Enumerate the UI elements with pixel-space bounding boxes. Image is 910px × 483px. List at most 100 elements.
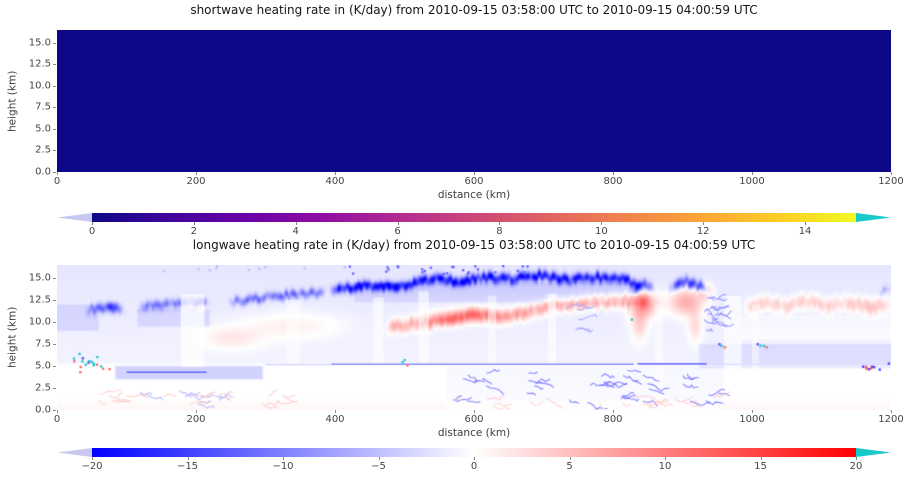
colorbar-tick-mark: [283, 457, 284, 460]
y-tick-label: 10.0: [28, 316, 51, 328]
x-tick-mark: [474, 410, 475, 413]
colorbar-tick-label: 0: [470, 461, 478, 472]
lw-x-axis-label: distance (km): [437, 427, 511, 439]
colorbar-tick-label: 10: [594, 226, 608, 237]
colorbar-tick-label: −10: [272, 461, 294, 472]
colorbar-tick-mark: [805, 222, 807, 225]
x-tick-label: 1200: [878, 414, 904, 425]
sw-colorbar-gradient: [92, 213, 856, 222]
y-tick-mark: [53, 150, 56, 152]
x-tick-label: 0: [53, 414, 61, 425]
y-tick-mark: [53, 278, 56, 280]
x-tick-label: 1200: [878, 176, 904, 187]
sw-x-axis-label: distance (km): [437, 189, 511, 201]
colorbar-tick-label: 20: [849, 461, 863, 472]
y-tick-mark: [53, 410, 56, 411]
x-tick-label: 1000: [739, 176, 765, 187]
colorbar-tick-mark: [760, 457, 762, 460]
lw-colorbar-over-arrow-icon: [856, 448, 891, 457]
colorbar-tick-label: 4: [292, 226, 299, 237]
colorbar-tick-label: 6: [394, 226, 401, 237]
x-tick-mark: [752, 410, 753, 413]
y-tick-mark: [53, 128, 56, 130]
y-tick-mark: [53, 322, 56, 324]
x-tick-label: 200: [186, 176, 206, 187]
colorbar-tick-label: 8: [496, 226, 503, 237]
lw-colorbar: [57, 448, 891, 457]
y-tick-label: 5.0: [35, 360, 51, 372]
colorbar-tick-mark: [187, 457, 189, 460]
x-tick-mark: [891, 172, 892, 175]
colorbar-tick-label: 12: [696, 226, 710, 237]
x-tick-mark: [752, 172, 753, 175]
colorbar-tick-mark: [703, 222, 705, 225]
colorbar-tick-mark: [295, 222, 297, 225]
y-tick-label: 15.0: [28, 37, 51, 49]
y-tick-label: 0.0: [35, 404, 51, 416]
y-tick-mark: [53, 107, 56, 109]
x-tick-mark: [196, 410, 197, 413]
y-tick-mark: [53, 300, 56, 302]
y-tick-label: 15.0: [28, 272, 51, 284]
lw-panel-title: longwave heating rate in (K/day) from 20…: [192, 238, 756, 252]
x-tick-label: 600: [464, 414, 484, 425]
colorbar-tick-mark: [856, 457, 857, 460]
y-tick-mark: [53, 388, 56, 390]
colorbar-tick-mark: [92, 457, 93, 460]
lw-heatmap-canvas: [57, 265, 891, 410]
x-tick-mark: [613, 172, 614, 175]
sw-colorbar: [57, 213, 891, 222]
x-tick-mark: [891, 410, 892, 413]
sw-colorbar-under-arrow-icon: [57, 213, 92, 222]
colorbar-tick-label: 15: [754, 461, 767, 472]
x-tick-label: 600: [464, 176, 484, 187]
x-tick-label: 0: [53, 176, 61, 187]
sw-heatmap-canvas: [57, 30, 891, 172]
x-tick-mark: [474, 172, 475, 175]
colorbar-tick-label: 10: [658, 461, 672, 472]
sw-panel-title: shortwave heating rate in (K/day) from 2…: [190, 3, 758, 17]
lw-colorbar-under-arrow-icon: [57, 448, 92, 457]
y-tick-mark: [53, 344, 56, 346]
x-tick-mark: [613, 410, 614, 413]
colorbar-tick-mark: [569, 457, 571, 460]
sw-colorbar-over-arrow-icon: [856, 213, 891, 222]
y-tick-label: 7.5: [35, 338, 51, 350]
x-tick-label: 800: [603, 176, 623, 187]
colorbar-tick-mark: [397, 222, 399, 225]
y-tick-label: 2.5: [35, 382, 51, 394]
x-tick-mark: [57, 410, 58, 413]
colorbar-tick-label: −5: [371, 461, 386, 472]
colorbar-tick-mark: [92, 222, 93, 225]
x-tick-label: 400: [325, 414, 345, 425]
x-tick-label: 400: [325, 176, 345, 187]
colorbar-tick-label: 5: [566, 461, 573, 472]
lw-colorbar-gradient: [92, 448, 856, 457]
y-tick-mark: [53, 85, 56, 87]
y-tick-label: 10.0: [28, 80, 51, 92]
y-tick-mark: [53, 172, 56, 173]
colorbar-tick-label: 14: [798, 226, 812, 237]
y-tick-label: 12.5: [28, 58, 51, 70]
colorbar-tick-mark: [378, 457, 380, 460]
colorbar-tick-mark: [601, 222, 603, 225]
x-tick-label: 1000: [739, 414, 765, 425]
x-tick-mark: [196, 172, 197, 175]
x-tick-mark: [335, 172, 336, 175]
x-tick-mark: [57, 172, 58, 175]
y-tick-mark: [53, 366, 56, 368]
y-tick-mark: [53, 64, 56, 66]
y-tick-label: 7.5: [35, 101, 51, 113]
colorbar-tick-mark: [474, 457, 475, 460]
y-tick-label: 2.5: [35, 144, 51, 156]
colorbar-tick-mark: [499, 222, 501, 225]
y-tick-label: 0.0: [35, 166, 51, 178]
y-tick-label: 5.0: [35, 123, 51, 135]
colorbar-tick-label: −20: [81, 461, 103, 472]
x-tick-label: 800: [603, 414, 623, 425]
colorbar-tick-mark: [665, 457, 666, 460]
x-tick-label: 200: [186, 414, 206, 425]
x-tick-mark: [335, 410, 336, 413]
colorbar-tick-mark: [193, 222, 195, 225]
